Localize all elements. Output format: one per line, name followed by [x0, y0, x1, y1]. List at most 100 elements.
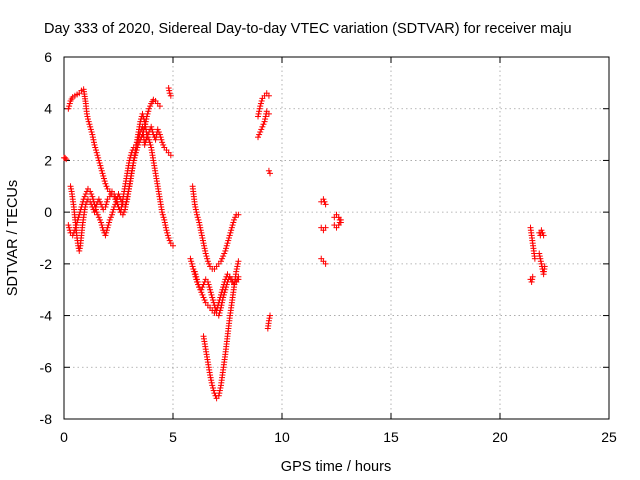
data-point: [83, 110, 90, 117]
data-point: [98, 201, 105, 208]
data-point: [199, 237, 206, 244]
data-point: [67, 183, 74, 190]
data-point: [142, 118, 149, 125]
data-point: [163, 227, 170, 234]
data-point: [265, 110, 272, 117]
data-point: [215, 312, 222, 319]
data-point: [89, 193, 96, 200]
data-point: [234, 260, 241, 267]
data-point: [224, 278, 231, 285]
data-point: [207, 372, 214, 379]
data-point: [230, 219, 237, 226]
data-point: [102, 180, 109, 187]
y-tick-label: -6: [40, 359, 53, 375]
data-point: [193, 276, 200, 283]
data-point: [225, 235, 232, 241]
data-point: [195, 281, 202, 288]
y-tick-label: -4: [40, 308, 53, 324]
data-point: [141, 141, 148, 148]
data-point: [161, 216, 168, 223]
data-point: [93, 149, 100, 156]
data-point: [104, 224, 111, 231]
data-point: [160, 214, 167, 221]
data-point: [196, 219, 203, 226]
data-point: [531, 255, 538, 262]
x-tick-label: 20: [492, 429, 508, 445]
data-point: [99, 170, 106, 177]
data-point: [192, 203, 199, 210]
data-point: [200, 240, 207, 247]
data-point: [337, 216, 344, 223]
data-point: [106, 216, 113, 223]
data-point: [229, 222, 236, 229]
data-point: [160, 141, 167, 148]
data-point: [233, 268, 240, 275]
plot-frame: [63, 56, 610, 420]
data-point: [206, 284, 213, 291]
data-point: [234, 263, 241, 270]
data-point: [265, 317, 272, 324]
data-point: [256, 105, 263, 112]
data-point: [167, 152, 174, 159]
data-point: [235, 258, 242, 265]
data-point: [154, 126, 161, 133]
data-point: [529, 273, 536, 280]
data-point: [137, 136, 144, 143]
data-point: [322, 201, 329, 208]
data-point: [115, 191, 122, 198]
data-point: [157, 134, 164, 141]
data-point: [101, 178, 108, 185]
data-point: [140, 126, 147, 133]
data-point: [103, 183, 110, 190]
data-point: [235, 211, 242, 218]
data-point: [191, 201, 198, 208]
data-point: [209, 382, 216, 389]
data-point: [161, 219, 168, 226]
data-point: [222, 286, 229, 293]
data-point: [88, 128, 95, 135]
data-point: [87, 188, 94, 195]
data-point: [216, 309, 223, 316]
data-point: [123, 198, 130, 205]
data-point: [207, 374, 214, 381]
data-point: [96, 198, 103, 205]
data-point: [103, 198, 110, 205]
data-point: [188, 258, 195, 265]
data-point: [193, 273, 200, 280]
data-point: [212, 304, 219, 311]
data-point: [219, 297, 226, 304]
data-point: [219, 255, 226, 262]
data-point: [258, 97, 265, 104]
data-point: [191, 268, 198, 275]
data-point: [220, 291, 227, 298]
data-point: [198, 229, 205, 236]
data-point: [221, 250, 228, 257]
data-point: [197, 227, 204, 234]
data-point: [97, 162, 104, 169]
data-point: [255, 110, 262, 117]
data-point: [139, 110, 146, 117]
data-point: [62, 154, 69, 161]
data-point: [110, 206, 117, 213]
data-point: [529, 276, 536, 283]
data-point: [217, 304, 224, 311]
data-point: [66, 224, 73, 231]
data-point: [217, 258, 224, 265]
data-point: [143, 113, 150, 120]
data-point: [266, 315, 273, 322]
data-point: [152, 136, 159, 143]
data-point: [267, 170, 274, 177]
data-point: [78, 203, 85, 210]
data-point: [90, 136, 97, 143]
data-point: [267, 312, 274, 319]
data-point: [257, 128, 264, 135]
data-point: [89, 134, 96, 141]
data-point: [138, 134, 145, 141]
data-point: [68, 185, 75, 192]
x-tick-labels: 0 5 10 15 20 25: [60, 429, 617, 445]
data-point: [108, 211, 115, 218]
data-point: [261, 118, 268, 125]
data-point: [74, 219, 81, 226]
data-point: [233, 266, 240, 273]
data-point: [82, 191, 89, 198]
